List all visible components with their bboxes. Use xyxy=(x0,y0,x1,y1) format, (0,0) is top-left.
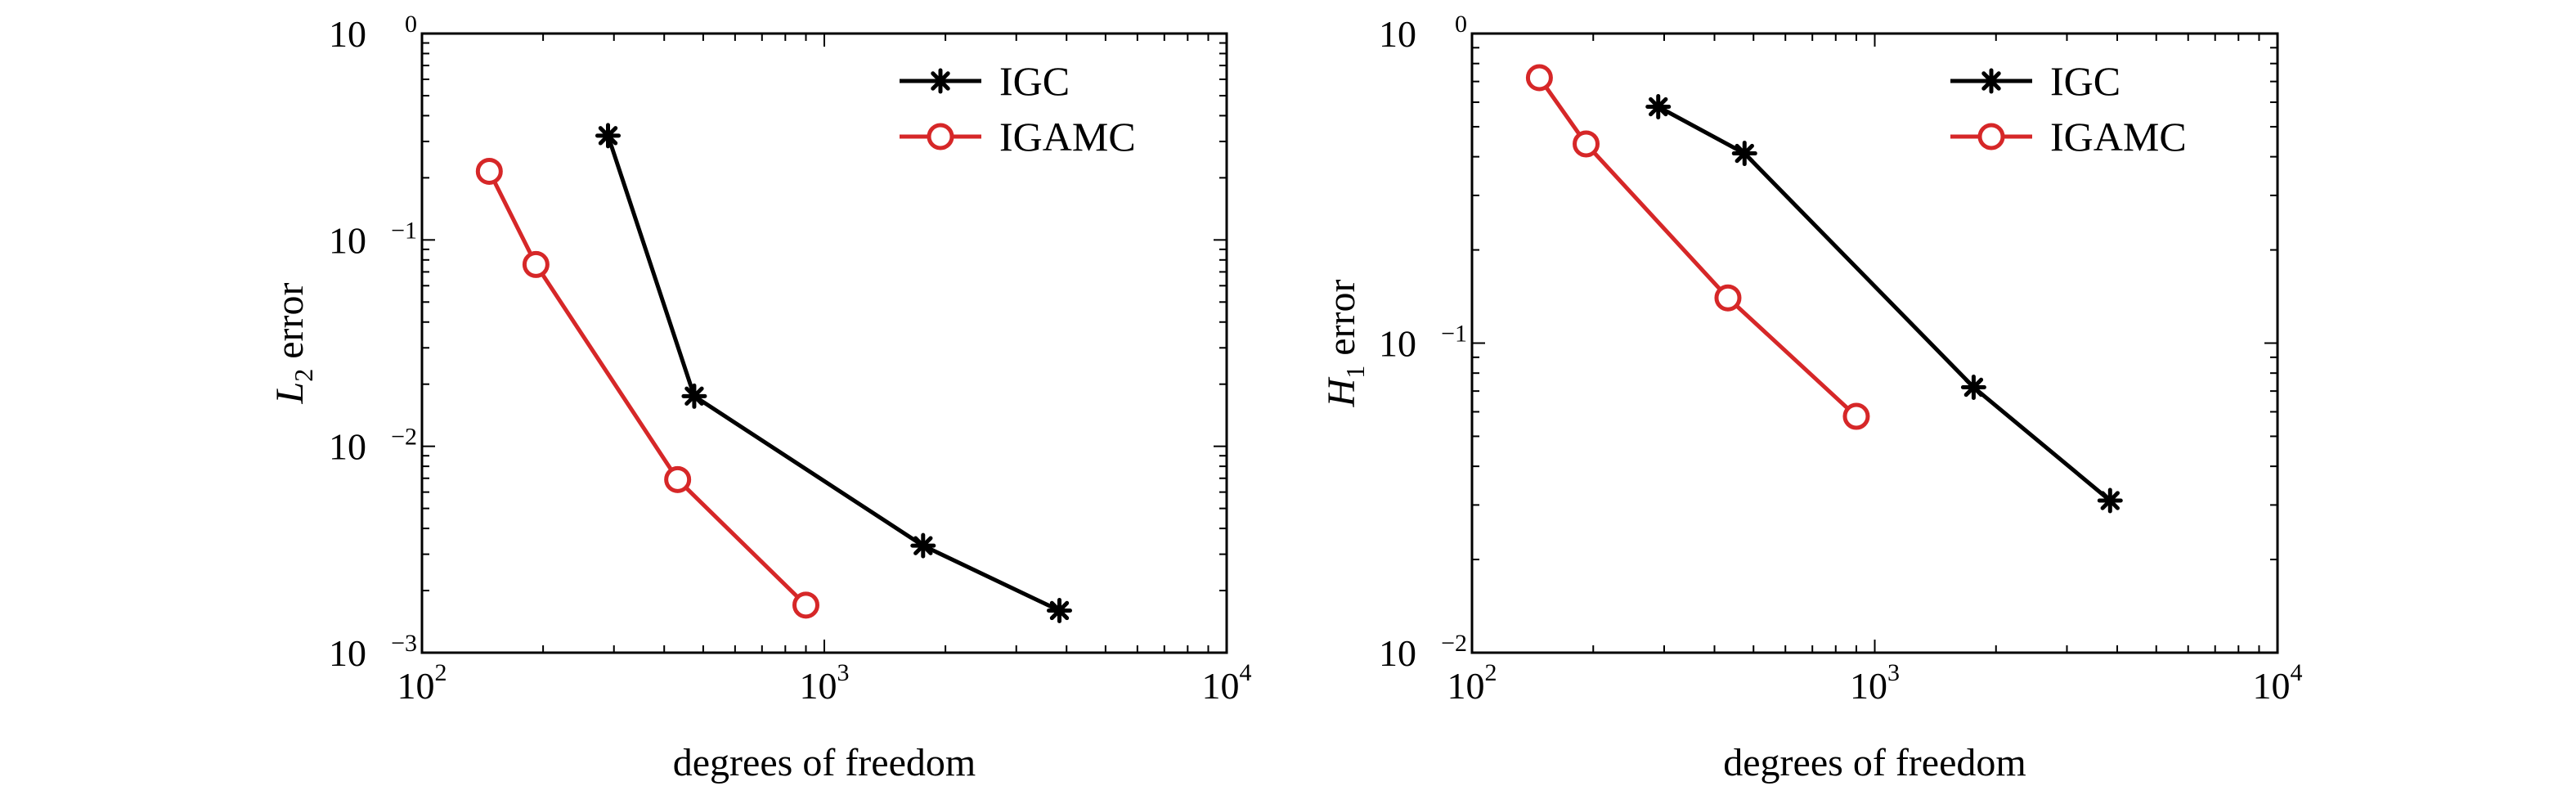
data-point xyxy=(1525,64,1553,92)
data-point xyxy=(475,157,503,185)
legend: IGC IGAMC xyxy=(900,58,1136,159)
y-axis-label-main: H xyxy=(1320,376,1363,407)
asterisk-stroke xyxy=(1049,600,1070,621)
data-point xyxy=(792,591,819,619)
y-axis-label-rest: error xyxy=(1320,280,1363,366)
y-tick-exponent: −3 xyxy=(391,630,417,657)
y-tick-label: 10 −2 xyxy=(1379,630,1467,674)
asterisk-stroke xyxy=(2100,491,2120,510)
series-igc xyxy=(1645,94,2123,514)
data-point xyxy=(1731,141,1757,167)
y-tick-base: 10 xyxy=(329,13,366,55)
x-tick-exponent: 2 xyxy=(435,659,447,686)
data-point xyxy=(522,250,550,278)
y-tick-base: 10 xyxy=(1379,323,1416,365)
y-axis-label-sub: 1 xyxy=(1340,366,1370,379)
legend-marker xyxy=(927,123,954,150)
legend: IGC IGAMC xyxy=(1950,58,2187,159)
x-tick-exponent: 4 xyxy=(1240,659,1252,686)
ticks xyxy=(421,34,1227,654)
y-tick-exponent: −1 xyxy=(391,217,417,244)
legend-marker xyxy=(1977,123,2005,150)
legend-label: IGC xyxy=(2050,58,2120,104)
series-igc xyxy=(595,123,1072,623)
asterisk-stroke xyxy=(1981,71,2001,91)
x-tick-label: 103 xyxy=(1850,659,1900,707)
x-tick-exponent: 3 xyxy=(837,659,850,686)
y-axis-label: L2 error xyxy=(268,283,318,405)
y-axis-label: H1 error xyxy=(1320,280,1370,408)
y-tick-label: 10 −1 xyxy=(1379,321,1467,365)
y-axis-label-main: L xyxy=(268,382,312,405)
x-tick-base: 10 xyxy=(1850,665,1887,707)
x-tick-exponent: 4 xyxy=(2291,659,2303,686)
y-tick-exponent: −2 xyxy=(1441,630,1467,657)
x-axis-label: degrees of freedom xyxy=(673,741,976,784)
ticks xyxy=(1471,34,2278,654)
x-tick-exponent: 2 xyxy=(1485,659,1497,686)
x-tick-base: 10 xyxy=(800,665,837,707)
asterisk-stroke xyxy=(598,126,618,146)
data-point xyxy=(910,532,936,559)
x-tick-label: 102 xyxy=(397,659,447,707)
y-tick-exponent: 0 xyxy=(405,11,417,38)
asterisk-stroke xyxy=(1963,377,1984,398)
asterisk-stroke xyxy=(1649,97,1668,117)
y-tick-label: 10 −1 xyxy=(329,217,417,261)
asterisk-stroke xyxy=(1735,143,1754,164)
data-point xyxy=(1046,597,1072,623)
y-tick-exponent: 0 xyxy=(1455,11,1467,38)
series-line xyxy=(487,170,808,607)
y-tick-exponent: −2 xyxy=(391,424,417,451)
legend-label: IGAMC xyxy=(999,114,1136,159)
y-tick-label: 10 0 xyxy=(1379,11,1467,55)
data-point xyxy=(1842,402,1870,430)
data-point xyxy=(1645,94,1672,120)
y-tick-base: 10 xyxy=(1379,632,1416,674)
x-tick-label: 104 xyxy=(1202,659,1252,707)
x-tick-base: 10 xyxy=(2253,665,2291,707)
asterisk-stroke xyxy=(684,386,704,406)
data-point xyxy=(595,123,621,149)
series-line xyxy=(606,135,1061,613)
legend-label: IGC xyxy=(999,58,1070,104)
x-tick-base: 10 xyxy=(397,665,435,707)
y-tick-exponent: −1 xyxy=(1441,321,1467,348)
y-tick-label: 10 −3 xyxy=(329,630,417,674)
y-axis-label-rest: error xyxy=(268,283,312,369)
series-igamc xyxy=(1525,64,1870,430)
y-tick-base: 10 xyxy=(1379,13,1416,55)
y-axis-label-sub: 2 xyxy=(289,369,318,382)
data-point xyxy=(1960,374,1986,400)
y-tick-label: 10 0 xyxy=(329,11,417,55)
legend-marker xyxy=(927,68,954,94)
x-tick-exponent: 3 xyxy=(1887,659,1900,686)
data-point xyxy=(1573,130,1600,158)
x-tick-base: 10 xyxy=(1447,665,1485,707)
x-tick-label: 103 xyxy=(800,659,850,707)
y-tick-label: 10 −2 xyxy=(329,424,417,468)
data-point xyxy=(664,465,692,493)
data-point xyxy=(1714,284,1742,312)
y-tick-base: 10 xyxy=(329,632,366,674)
series-line xyxy=(1657,105,2112,502)
legend-label: IGAMC xyxy=(2050,114,2187,159)
x-tick-base: 10 xyxy=(1202,665,1240,707)
series-line xyxy=(1537,76,1858,418)
legend-marker xyxy=(1978,68,2004,94)
y-tick-base: 10 xyxy=(329,219,366,261)
x-tick-label: 104 xyxy=(2253,659,2303,707)
y-tick-base: 10 xyxy=(329,426,366,468)
series-igamc xyxy=(475,157,819,619)
x-axis-label: degrees of freedom xyxy=(1723,741,2026,784)
x-tick-label: 102 xyxy=(1447,659,1497,707)
asterisk-stroke xyxy=(931,71,950,91)
data-point xyxy=(2097,487,2123,514)
data-point xyxy=(681,383,707,409)
asterisk-stroke xyxy=(913,536,933,555)
